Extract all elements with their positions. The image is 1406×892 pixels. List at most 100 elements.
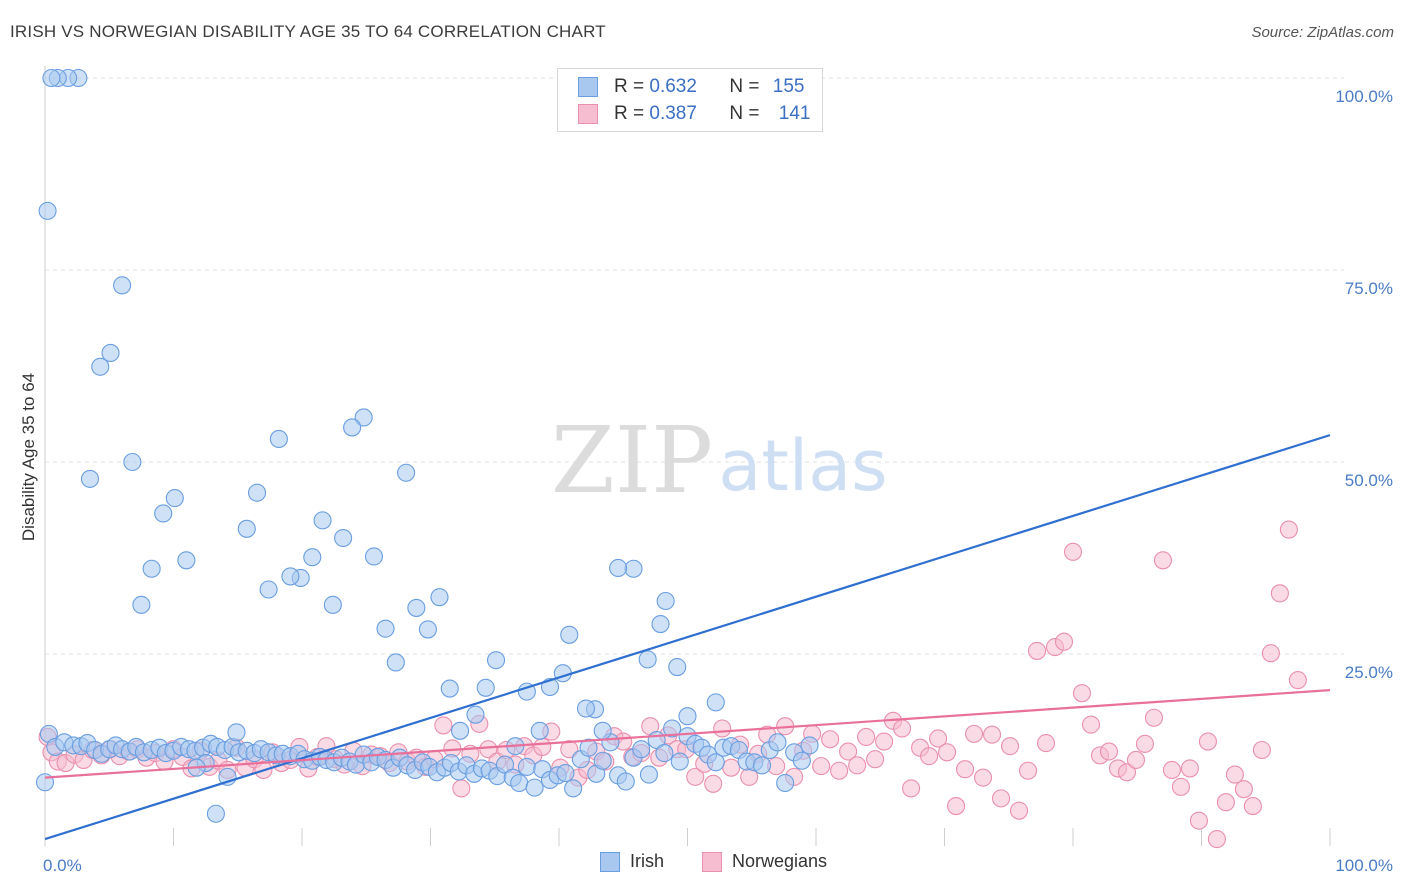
norwegians-point (722, 758, 741, 777)
irish-point (792, 751, 811, 770)
irish-point (560, 625, 579, 644)
irish-point (303, 548, 322, 567)
irish-point (451, 721, 470, 740)
irish-point (609, 558, 628, 578)
norwegians-point (1081, 715, 1101, 734)
irish-point (564, 779, 583, 798)
irish-point (142, 559, 161, 578)
norwegians-point (938, 743, 957, 762)
norwegians-point (812, 757, 831, 776)
norwegians-point (982, 725, 1002, 744)
irish-point (706, 693, 725, 712)
stats-legend: R = 0.632 N = 155 R = 0.387 N = 141 (557, 68, 823, 132)
norwegians-point (1225, 765, 1244, 784)
norwegians-point (875, 732, 894, 751)
irish-point (486, 651, 506, 670)
norwegians-point (713, 719, 732, 738)
irish-n-value: 155 (772, 76, 805, 97)
irish-point (334, 528, 353, 548)
tick-labels: 25.0% 50.0% 75.0% 100.0% 0.0% 100.0% (43, 87, 1393, 875)
stats-row-irish: R = 0.632 N = 155 (578, 75, 804, 99)
irish-r-value: 0.632 (649, 76, 697, 97)
irish-point (354, 408, 373, 427)
norwegians-point (1117, 763, 1137, 782)
norwegians-point (1180, 759, 1199, 778)
trend-lines (44, 434, 1331, 841)
axes (44, 66, 1331, 846)
norwegians-point (866, 750, 885, 769)
watermark-zip: ZIP (551, 407, 713, 514)
y-tick-label-3: 100.0% (1335, 87, 1393, 106)
irish-point (632, 740, 651, 759)
irish-point (418, 620, 437, 639)
norwegians-point (479, 740, 498, 759)
norwegians-point (1288, 671, 1307, 690)
irish-point (639, 765, 659, 784)
irish-point (476, 678, 495, 697)
norwegians-point (1000, 737, 1020, 756)
irish-point (651, 614, 670, 634)
norwegians-point (1009, 801, 1029, 820)
irish-point (656, 591, 675, 611)
norwegians-r-value: 0.387 (649, 103, 697, 124)
legend-item-irish[interactable]: Irish (600, 851, 664, 872)
irish-point (364, 547, 384, 566)
irish-point (113, 276, 132, 295)
norwegians-point (973, 768, 993, 787)
norwegians-point (1054, 632, 1074, 651)
irish-point (655, 744, 674, 763)
norwegians-point (1216, 793, 1235, 812)
norwegians-r-label: R = (614, 103, 650, 124)
y-tick-label-1: 50.0% (1345, 471, 1393, 490)
irish-point (91, 357, 110, 376)
irish-point (525, 778, 544, 797)
norwegians-point (830, 761, 849, 780)
x-tick-label-1: 100.0% (1335, 856, 1393, 875)
norwegians-point (1243, 797, 1262, 816)
norwegians-point (839, 742, 858, 761)
irish-point (42, 68, 61, 88)
norwegians-point (434, 716, 453, 735)
y-axis-label: Disability Age 35 to 64 (19, 373, 38, 541)
irish-point (593, 751, 612, 770)
norwegians-points (38, 520, 1307, 849)
irish-point (206, 804, 225, 823)
irish-point (663, 719, 682, 738)
irish-point (517, 757, 536, 776)
irish-point (407, 598, 426, 617)
irish-point (38, 201, 57, 220)
irish-r-label: R = (614, 76, 650, 97)
irish-point (323, 595, 342, 614)
legend-irish-swatch (600, 851, 620, 872)
irish-point (430, 588, 449, 607)
irish-point (556, 763, 575, 783)
norwegians-point (1072, 684, 1092, 703)
irish-point (313, 511, 332, 530)
irish-point (269, 429, 288, 449)
norwegians-n-label: N = (729, 103, 765, 124)
irish-point (343, 418, 362, 437)
irish-point (638, 650, 657, 669)
norwegians-point (1018, 761, 1038, 780)
norwegians-point (920, 747, 939, 766)
irish-point (397, 463, 416, 482)
irish-n-label: N = (729, 76, 765, 97)
norwegians-swatch (578, 104, 598, 124)
norwegians-point (1261, 644, 1280, 663)
irish-point (752, 756, 772, 775)
norwegians-point (560, 740, 579, 759)
irish-point (624, 559, 643, 578)
norwegians-point (1063, 542, 1083, 561)
irish-point (101, 343, 120, 362)
norwegians-point (686, 767, 705, 786)
irish-point (466, 705, 485, 724)
chart-title: IRISH VS NORWEGIAN DISABILITY AGE 35 TO … (10, 22, 606, 41)
norwegians-point (1135, 734, 1155, 753)
irish-point (800, 736, 819, 755)
legend-item-norwegians[interactable]: Norwegians (702, 851, 827, 872)
y-tick-label-2: 75.0% (1345, 279, 1393, 298)
irish-point (386, 653, 405, 672)
irish-point (776, 773, 795, 793)
norwegians-point (1144, 708, 1164, 727)
